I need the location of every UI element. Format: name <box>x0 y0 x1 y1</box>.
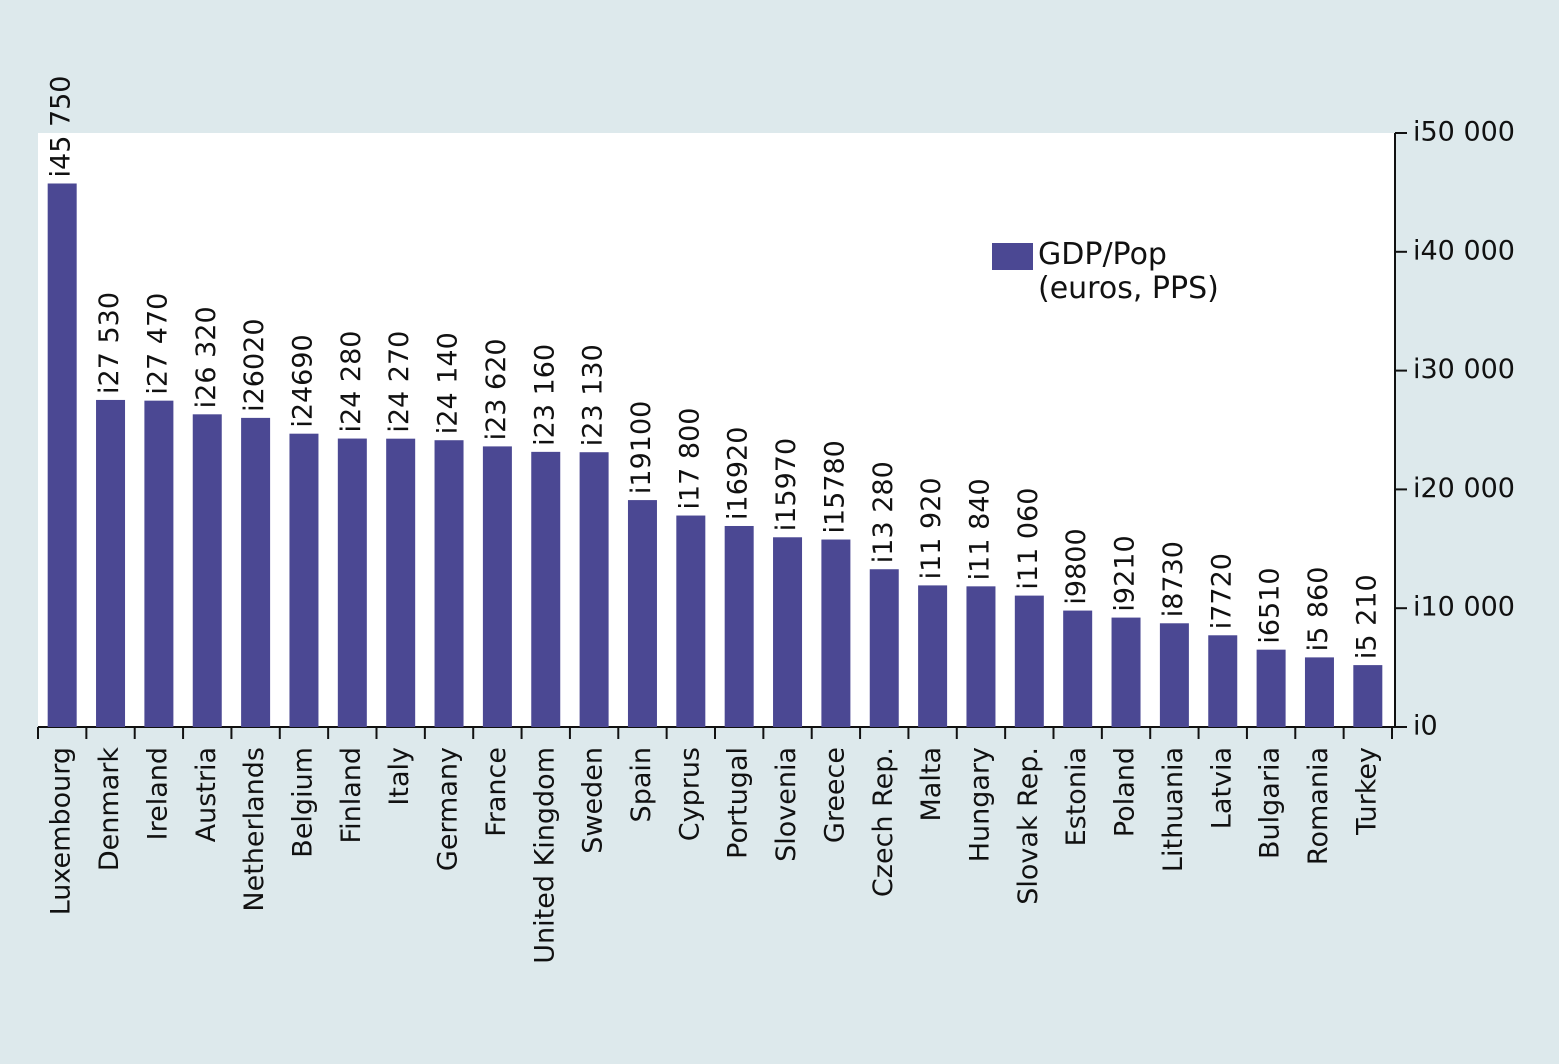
bar <box>724 525 754 727</box>
x-tick-label: Germany <box>433 747 464 871</box>
legend-swatch <box>992 243 1033 270</box>
value-label: i19100 <box>626 401 657 494</box>
value-label: i5 860 <box>1303 567 1334 652</box>
bar <box>482 446 512 727</box>
value-label: i24 140 <box>433 332 464 434</box>
bar <box>1304 657 1334 727</box>
legend-label: GDP/Pop (euros, PPS) <box>1038 237 1219 306</box>
value-label: i45 750 <box>46 76 77 178</box>
bar <box>192 414 222 727</box>
value-label: i6510 <box>1255 567 1286 643</box>
x-tick-label: Cyprus <box>674 747 705 841</box>
value-label: i9210 <box>1110 535 1141 611</box>
x-tick-label: Czech Rep. <box>868 747 899 897</box>
value-label: i11 920 <box>916 477 947 579</box>
x-tick-label: Slovenia <box>771 747 802 862</box>
value-label: i11 840 <box>964 478 995 580</box>
value-label: i11 060 <box>1013 488 1044 590</box>
value-label: i7720 <box>1206 553 1237 629</box>
x-tick-label: Italy <box>384 747 415 806</box>
x-tick-label: Slovak Rep. <box>1013 747 1044 905</box>
bar <box>579 452 609 727</box>
bar <box>773 537 803 727</box>
value-label: i17 800 <box>674 408 705 510</box>
bar <box>386 438 416 727</box>
x-tick-label: Bulgaria <box>1255 747 1286 859</box>
bar <box>47 183 77 728</box>
value-label: i8730 <box>1158 541 1189 617</box>
value-label: i26020 <box>239 318 270 411</box>
bar <box>434 440 464 727</box>
x-tick-label: Poland <box>1110 747 1141 837</box>
x-tick-label: France <box>481 747 512 837</box>
bar <box>1159 623 1189 727</box>
y-tick-label: i10 000 <box>1413 592 1515 623</box>
x-tick-label: Lithuania <box>1158 747 1189 872</box>
bar <box>918 585 948 727</box>
value-label: i5 210 <box>1351 574 1382 659</box>
bar <box>966 586 996 727</box>
value-label: i9800 <box>1061 528 1092 604</box>
bar <box>1111 617 1141 727</box>
bar <box>1063 610 1093 727</box>
bar <box>1353 665 1383 727</box>
x-tick-label: Belgium <box>287 747 318 858</box>
x-tick-label: Turkey <box>1351 747 1382 836</box>
value-label: i23 160 <box>529 344 560 446</box>
value-label: i24 270 <box>384 331 415 433</box>
x-tick-label: Denmark <box>94 747 125 871</box>
x-tick-label: Hungary <box>964 747 995 862</box>
value-label: i24690 <box>287 334 318 427</box>
bar <box>1014 595 1044 727</box>
x-tick-label: Luxembourg <box>46 747 77 915</box>
bar <box>627 500 657 727</box>
x-tick-label: Estonia <box>1061 747 1092 846</box>
value-label: i13 280 <box>868 461 899 563</box>
x-tick-label: Romania <box>1303 747 1334 865</box>
bar <box>531 451 561 727</box>
bar <box>1256 649 1286 727</box>
value-label: i15780 <box>819 440 850 533</box>
bar <box>676 515 706 727</box>
value-label: i24 280 <box>336 331 367 433</box>
bar <box>1208 635 1238 727</box>
bar <box>869 569 899 727</box>
y-tick-label: i0 <box>1413 711 1438 742</box>
y-tick-label: i50 000 <box>1413 117 1515 148</box>
x-tick-label: Finland <box>336 747 367 843</box>
value-label: i26 320 <box>191 306 222 408</box>
value-label: i16920 <box>723 427 754 520</box>
x-tick-label: Ireland <box>142 747 173 840</box>
value-label: i27 470 <box>142 293 173 395</box>
x-tick-label: Portugal <box>723 747 754 859</box>
bar <box>96 399 126 727</box>
y-tick-label: i30 000 <box>1413 354 1515 385</box>
x-tick-label: Sweden <box>578 747 609 854</box>
bar <box>144 400 174 727</box>
x-tick-label: Austria <box>191 747 222 842</box>
value-label: i23 130 <box>578 344 609 446</box>
value-label: i15970 <box>771 438 802 531</box>
bar <box>241 417 271 727</box>
bar <box>289 433 319 727</box>
value-label: i23 620 <box>481 338 512 440</box>
y-tick-label: i20 000 <box>1413 473 1515 504</box>
x-tick-label: Spain <box>626 747 657 822</box>
bar <box>337 438 367 727</box>
x-tick-label: Latvia <box>1206 747 1237 829</box>
x-tick-label: Malta <box>916 747 947 821</box>
value-label: i27 530 <box>94 292 125 394</box>
y-tick-label: i40 000 <box>1413 235 1515 266</box>
bar <box>821 539 851 727</box>
x-tick-label: Greece <box>819 747 850 843</box>
x-tick-label: United Kingdom <box>529 747 560 964</box>
x-tick-label: Netherlands <box>239 747 270 912</box>
